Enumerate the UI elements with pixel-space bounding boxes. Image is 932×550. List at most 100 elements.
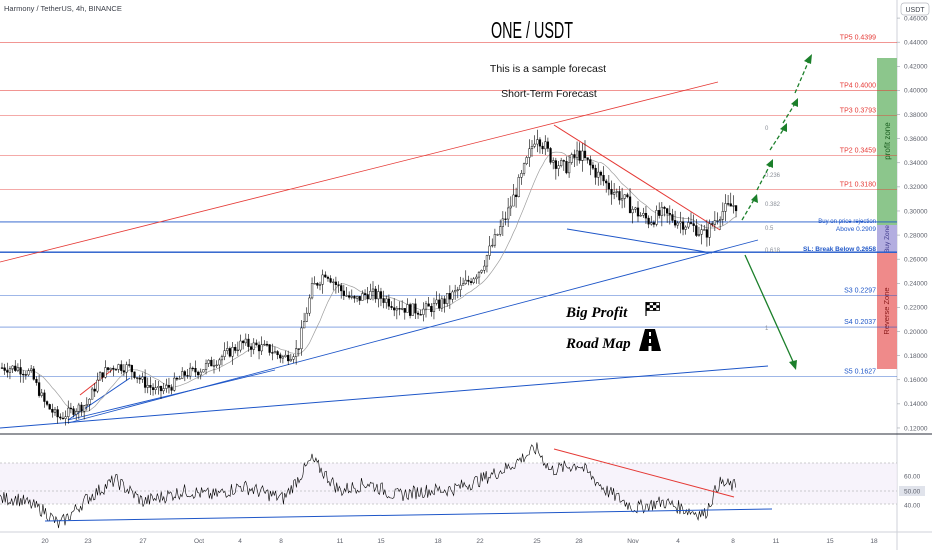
candle-body <box>666 208 669 214</box>
road-map-label: Road Map <box>565 336 631 352</box>
candle-body <box>37 382 41 396</box>
candle-body <box>522 163 526 174</box>
candle-body <box>247 338 250 347</box>
level-label-tp1: TP1 0.3180 <box>840 181 876 188</box>
candle-body <box>30 368 33 372</box>
candle-body <box>655 210 658 225</box>
price-tick-label: 0.44000 <box>904 39 928 46</box>
buy-above-label: Above 0.2909 <box>836 226 877 233</box>
candle-body <box>342 290 345 296</box>
time-tick-label: 15 <box>826 538 834 545</box>
rsi-current-badge <box>899 486 925 496</box>
candle-body <box>602 175 605 182</box>
candle-body <box>607 182 610 190</box>
candle-body <box>104 367 107 378</box>
price-tick-label: 0.30000 <box>904 208 928 215</box>
chart-title: ONE / USDT <box>491 17 573 43</box>
candle-body <box>210 359 213 367</box>
price-tick-label: 0.28000 <box>904 232 928 239</box>
price-tick-label: 0.24000 <box>904 281 928 288</box>
fib-labels: 0 0.236 0.382 0.5 0.618 1 <box>765 126 781 332</box>
candle-body <box>67 407 70 417</box>
forecast-label: Short-Term Forecast <box>501 88 597 100</box>
candle-body <box>695 225 698 236</box>
candle-body <box>244 338 247 344</box>
candle-body <box>589 159 592 166</box>
candle-body <box>128 364 131 366</box>
candle-body <box>114 369 118 371</box>
candle-body <box>432 303 436 313</box>
candle-body <box>226 348 229 351</box>
candle-body <box>48 404 51 410</box>
candle-body <box>591 164 595 169</box>
candle-body <box>106 367 110 370</box>
candle-body <box>189 367 192 377</box>
forecast-arrow-4 <box>782 101 797 124</box>
time-tick-label: 8 <box>279 538 283 545</box>
candle-body <box>350 295 353 298</box>
forecast-arrowhead-1 <box>751 194 758 203</box>
candle-body <box>75 411 78 415</box>
candle-body <box>11 365 14 369</box>
candle-body <box>194 368 197 373</box>
level-label-tp5: TP5 0.4399 <box>840 34 876 41</box>
candle-body <box>133 371 136 378</box>
candle-body <box>642 213 645 216</box>
candle-body <box>120 364 123 371</box>
forecast-arrowhead-3 <box>780 123 787 132</box>
candle-body <box>623 194 626 199</box>
symbol-line: Harmony / TetherUS, 4h, BINANCE <box>4 4 122 13</box>
candle-body <box>711 223 714 225</box>
candle-body <box>565 161 568 174</box>
candle-body <box>374 288 377 300</box>
candle-body <box>207 359 210 364</box>
candle-body <box>64 416 67 419</box>
candle-body <box>581 150 584 161</box>
candle-body <box>178 378 181 380</box>
upper-channel-trendline <box>0 81 719 263</box>
candle-body <box>430 306 433 313</box>
candle-body <box>562 160 565 162</box>
candle-body <box>424 303 428 310</box>
candle-body <box>538 139 542 147</box>
candle-body <box>613 192 616 195</box>
profit-zone-band <box>877 58 897 225</box>
candle-body <box>610 189 613 195</box>
time-tick-label: 4 <box>238 538 242 545</box>
early-red-trendline <box>79 369 113 396</box>
candle-body <box>663 206 666 209</box>
candle-body <box>719 219 722 221</box>
candle-body <box>419 314 422 316</box>
candle-body <box>218 359 221 366</box>
candle-body <box>583 150 587 158</box>
candle-body <box>401 308 404 310</box>
candle-body <box>369 291 372 300</box>
candle-body <box>202 369 205 373</box>
candle-body <box>252 342 255 350</box>
price-tick-label: 0.36000 <box>904 136 928 143</box>
candle-body <box>689 222 693 224</box>
candle-body <box>560 160 563 166</box>
candle-body <box>557 165 560 169</box>
early-blue-trendline-b <box>67 369 276 421</box>
candle-body <box>313 283 316 285</box>
candle-body <box>35 379 38 383</box>
candle-body <box>732 205 735 207</box>
buy-zone-label: Buy Zone <box>884 225 891 253</box>
candle-body <box>454 290 457 293</box>
candle-body <box>117 364 120 370</box>
rsi-axis: 60.00 50.00 40.00 <box>899 473 925 509</box>
candle-body <box>615 191 618 193</box>
currency-badge[interactable]: USDT <box>905 7 925 14</box>
candle-body <box>85 404 88 406</box>
candle-body <box>541 145 544 150</box>
price-tick-label: 0.12000 <box>904 425 928 432</box>
forecast-arrowhead-4 <box>791 98 798 107</box>
candle-body <box>379 291 383 299</box>
candle-body <box>204 363 208 370</box>
buy-zone-band <box>877 225 897 253</box>
candle-body <box>72 408 75 415</box>
time-tick-label: 23 <box>84 538 92 545</box>
candle-body <box>586 157 589 160</box>
candle-body <box>395 308 398 311</box>
